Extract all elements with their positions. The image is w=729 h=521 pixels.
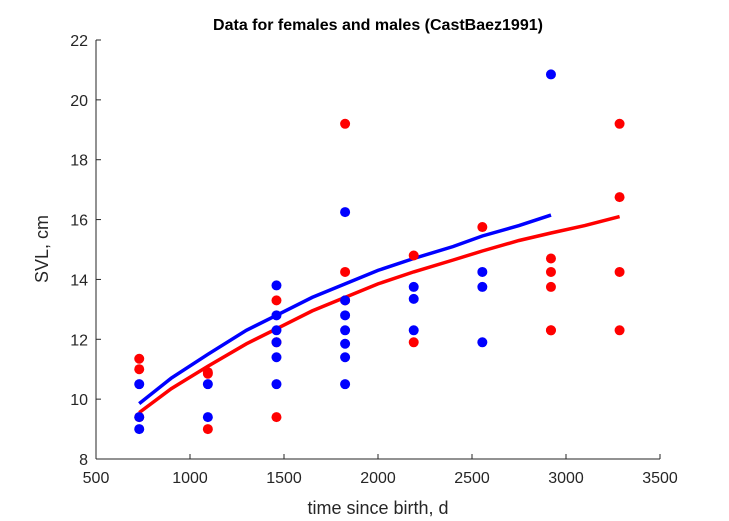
series-1-point	[134, 379, 145, 390]
x-tick-label: 2500	[454, 470, 490, 487]
x-axis-label: time since birth, d	[307, 498, 448, 518]
y-tick-label: 8	[79, 452, 88, 469]
y-tick-label: 10	[70, 392, 88, 409]
x-tick-label: 1500	[266, 470, 302, 487]
series-0-point	[134, 364, 145, 375]
x-tick-label: 1000	[172, 470, 208, 487]
plot-area	[134, 69, 625, 435]
y-tick-label: 20	[70, 93, 88, 110]
series-1-point	[271, 337, 282, 348]
series-0-point	[271, 295, 282, 306]
series-1-point	[545, 69, 556, 80]
series-0-point	[134, 353, 145, 364]
series-2-curve	[138, 214, 621, 415]
series-1-point	[202, 412, 213, 423]
y-tick-label: 12	[70, 332, 88, 349]
x-ticks: 500 1000 1500 2000 2500 3000 3500	[83, 454, 678, 487]
series-1-point	[408, 281, 419, 292]
series-0-point	[340, 266, 351, 277]
series-1-point	[340, 325, 351, 336]
series-1-point	[271, 325, 282, 336]
series-0-point	[202, 368, 213, 379]
series-0-point	[340, 118, 351, 129]
series-0-point	[545, 325, 556, 336]
series-1-point	[340, 352, 351, 363]
series-1-point	[271, 310, 282, 321]
series-1-point	[408, 293, 419, 304]
series-0-point	[202, 424, 213, 435]
series-0-point	[477, 222, 488, 233]
series-1-point	[477, 337, 488, 348]
series-0-point	[614, 325, 625, 336]
series-1-point	[134, 424, 145, 435]
series-1-point	[477, 281, 488, 292]
x-tick-label: 2000	[360, 470, 396, 487]
y-tick-label: 16	[70, 213, 88, 230]
series-1-point	[271, 280, 282, 291]
series-0-point	[271, 412, 282, 423]
x-tick-label: 500	[83, 470, 110, 487]
chart-title: Data for females and males (CastBaez1991…	[213, 17, 543, 34]
series-1-point	[340, 338, 351, 349]
series-0-point	[408, 250, 419, 261]
series-3-curve	[138, 213, 552, 405]
y-axis-label: SVL, cm	[32, 215, 52, 283]
series-1-point	[340, 310, 351, 321]
series-0-point	[614, 118, 625, 129]
series-0-point	[545, 253, 556, 264]
series-0-point	[614, 266, 625, 277]
y-ticks: 8 10 12 14 16 18 20 22	[70, 33, 101, 469]
series-1-point	[202, 379, 213, 390]
series-1-point	[408, 325, 419, 336]
series-0-point	[614, 192, 625, 203]
y-tick-label: 18	[70, 153, 88, 170]
series-1-point	[340, 207, 351, 218]
y-tick-label: 14	[70, 272, 88, 289]
y-tick-label: 22	[70, 33, 88, 50]
series-0-point	[545, 281, 556, 292]
series-0-point	[545, 266, 556, 277]
x-tick-label: 3000	[548, 470, 584, 487]
series-1-point	[271, 352, 282, 363]
series-0-point	[408, 337, 419, 348]
series-1-point	[477, 266, 488, 277]
x-tick-label: 3500	[642, 470, 678, 487]
series-1-point	[340, 295, 351, 306]
series-1-point	[134, 412, 145, 423]
series-1-point	[340, 379, 351, 390]
series-1-point	[271, 379, 282, 390]
